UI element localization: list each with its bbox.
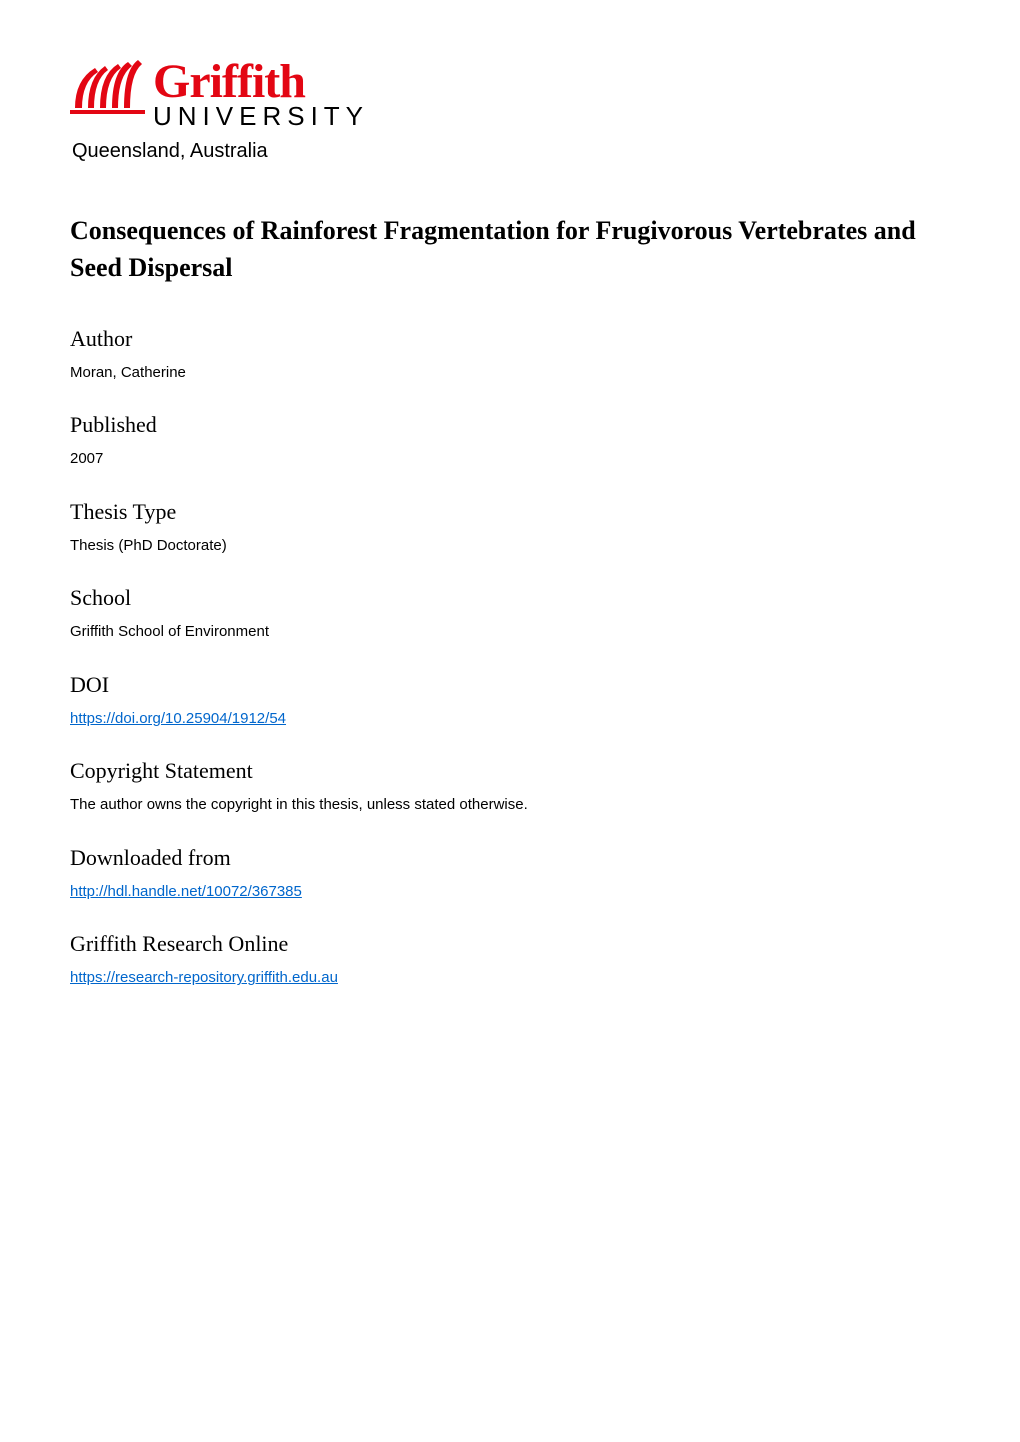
school-heading: School bbox=[70, 585, 950, 611]
griffith-logo: Griffith UNIVERSITY bbox=[70, 60, 950, 132]
thesis-type-value: Thesis (PhD Doctorate) bbox=[70, 535, 950, 558]
downloaded-from-heading: Downloaded from bbox=[70, 845, 950, 871]
griffith-research-online-link[interactable]: https://research-repository.griffith.edu… bbox=[70, 969, 338, 986]
griffith-research-online-section: Griffith Research Online https://researc… bbox=[70, 931, 950, 990]
page-title: Consequences of Rainforest Fragmentation… bbox=[70, 213, 950, 286]
published-heading: Published bbox=[70, 412, 950, 438]
doi-value: https://doi.org/10.25904/1912/54 bbox=[70, 708, 950, 731]
copyright-heading: Copyright Statement bbox=[70, 758, 950, 784]
author-section: Author Moran, Catherine bbox=[70, 326, 950, 385]
doi-section: DOI https://doi.org/10.25904/1912/54 bbox=[70, 672, 950, 731]
downloaded-from-value: http://hdl.handle.net/10072/367385 bbox=[70, 881, 950, 904]
thesis-type-heading: Thesis Type bbox=[70, 499, 950, 525]
published-section: Published 2007 bbox=[70, 412, 950, 471]
thesis-type-section: Thesis Type Thesis (PhD Doctorate) bbox=[70, 499, 950, 558]
griffith-logo-mark bbox=[70, 60, 145, 120]
downloaded-from-section: Downloaded from http://hdl.handle.net/10… bbox=[70, 845, 950, 904]
copyright-section: Copyright Statement The author owns the … bbox=[70, 758, 950, 817]
school-section: School Griffith School of Environment bbox=[70, 585, 950, 644]
logo-text-block: Griffith UNIVERSITY bbox=[153, 60, 369, 132]
logo-brand-name: Griffith bbox=[153, 60, 369, 103]
doi-link[interactable]: https://doi.org/10.25904/1912/54 bbox=[70, 710, 286, 727]
author-value: Moran, Catherine bbox=[70, 362, 950, 385]
logo-institution-type: UNIVERSITY bbox=[153, 101, 369, 132]
logo-tagline: Queensland, Australia bbox=[72, 140, 950, 163]
doi-heading: DOI bbox=[70, 672, 950, 698]
copyright-value: The author owns the copyright in this th… bbox=[70, 794, 950, 817]
griffith-research-online-heading: Griffith Research Online bbox=[70, 931, 950, 957]
author-heading: Author bbox=[70, 326, 950, 352]
published-value: 2007 bbox=[70, 448, 950, 471]
griffith-research-online-value: https://research-repository.griffith.edu… bbox=[70, 967, 950, 990]
downloaded-from-link[interactable]: http://hdl.handle.net/10072/367385 bbox=[70, 883, 302, 900]
school-value: Griffith School of Environment bbox=[70, 621, 950, 644]
logo-container: Griffith UNIVERSITY Queensland, Australi… bbox=[70, 60, 950, 163]
